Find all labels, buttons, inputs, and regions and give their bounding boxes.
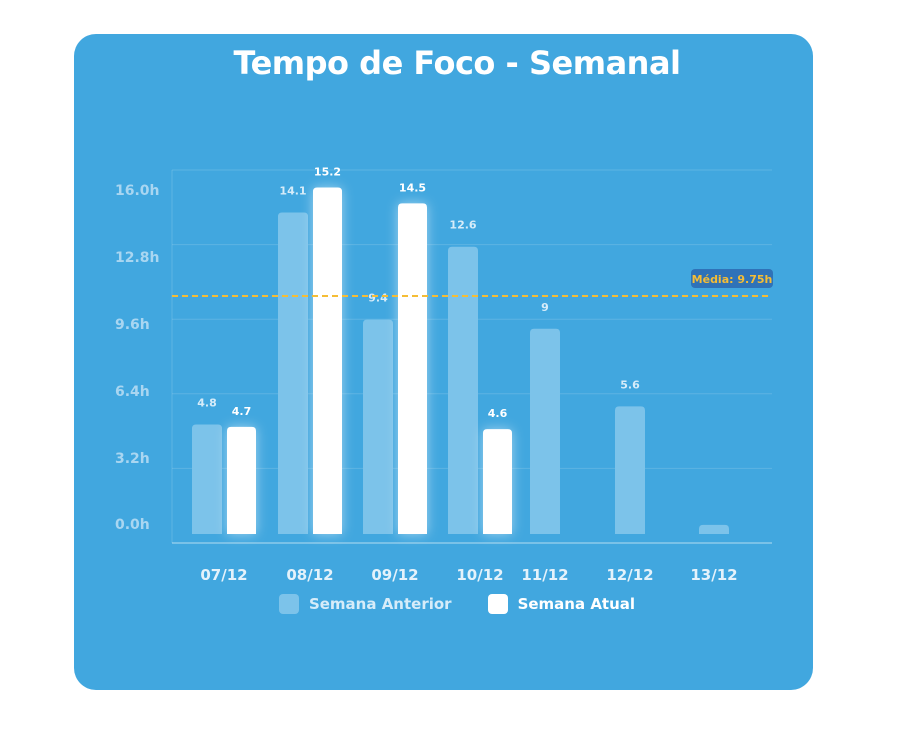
x-tick-label: 08/12 [286,566,333,584]
data-label-previous: 9.4 [368,292,388,305]
x-tick-label: 10/12 [456,566,503,584]
legend-swatch [278,594,299,614]
average-label: Média: 9.75h [692,273,773,286]
bar-previous [615,406,645,534]
x-tick-label: 13/12 [690,566,737,584]
bar-current [398,203,427,534]
chart-title: Tempo de Foco - Semanal [233,44,682,82]
bar-current [483,429,512,534]
y-tick-label: 9.6h [115,317,150,333]
data-label-current: 15.2 [314,165,341,178]
bar-current [313,187,342,534]
bar-previous [699,524,729,534]
bar-previous [448,246,478,534]
legend-swatch [487,594,508,614]
legend-label: Semana Anterior [308,595,452,613]
x-tick-label: 12/12 [606,566,653,584]
y-tick-label: 12.8h [115,250,160,266]
data-label-previous: 5.6 [620,378,640,391]
y-tick-label: 0.0h [115,517,150,533]
x-tick-label: 09/12 [371,566,418,584]
bar-previous [530,328,560,534]
legend-item-previous[interactable]: Semana Anterior [278,594,452,614]
x-tick-label: 07/12 [200,566,247,584]
data-label-current: 14.5 [399,181,426,194]
data-label-current: 4.7 [232,405,252,418]
y-tick-label: 16.0h [115,183,160,199]
bar-previous [363,319,393,534]
bar-current [227,426,256,534]
y-tick-label: 6.4h [115,384,150,400]
x-tick-label: 11/12 [521,566,568,584]
data-label-previous: 9 [541,301,549,314]
y-tick-label: 3.2h [115,451,150,467]
legend-item-current[interactable]: Semana Atual [487,594,636,614]
data-label-previous: 14.1 [279,185,306,198]
data-label-current: 4.6 [488,407,508,420]
average-badge [691,269,773,288]
data-label-previous: 12.6 [449,219,476,232]
bar-previous [192,424,222,534]
data-label-previous: 4.8 [197,397,217,410]
bar-previous [278,212,308,534]
chart-card [74,34,813,690]
legend: Semana Anterior Semana Atual [0,594,914,614]
legend-label: Semana Atual [517,595,636,613]
